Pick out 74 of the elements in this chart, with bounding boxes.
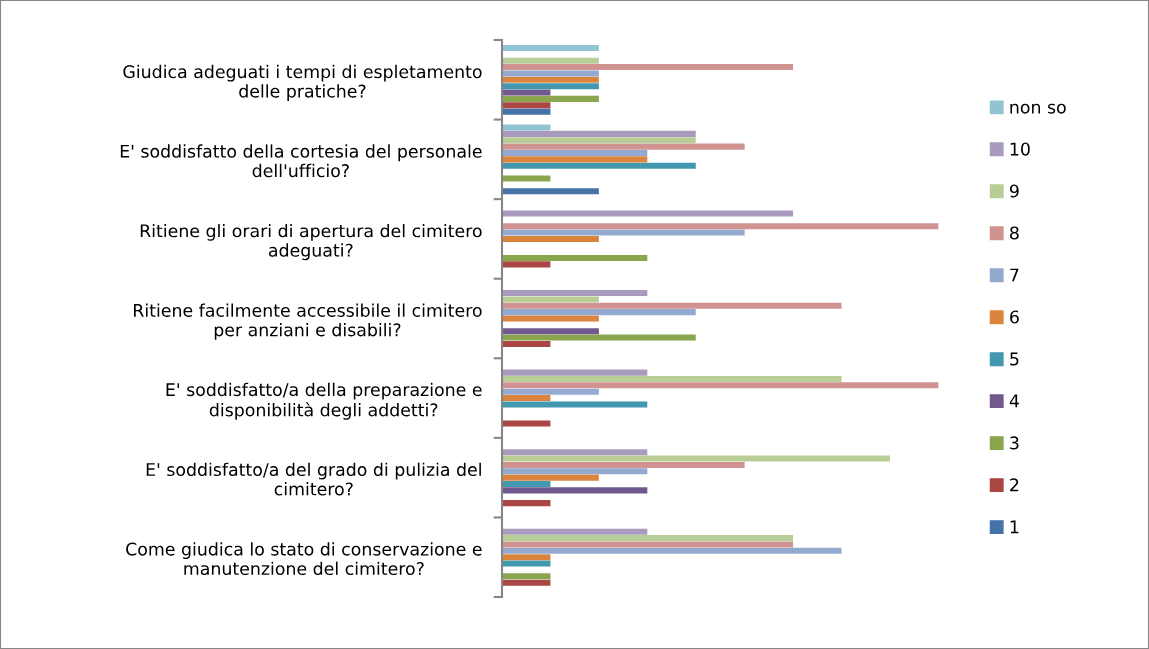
legend-label: 2: [1010, 478, 1019, 492]
bar: [502, 223, 939, 230]
bar: [502, 302, 842, 309]
legend-label: 7: [1010, 268, 1019, 282]
bar: [502, 474, 599, 481]
bar: [502, 235, 599, 242]
y-tick-label: E' soddisfatto/a della preparazione e disponibilità degli addetti?: [166, 382, 482, 420]
legend-label: 5: [1010, 352, 1019, 366]
bar: [502, 487, 648, 494]
bar: [502, 388, 599, 395]
bar: [502, 229, 745, 236]
bar: [502, 455, 890, 462]
bar: [502, 296, 599, 303]
bar: [502, 541, 794, 548]
bar: [502, 535, 794, 542]
bar: [502, 528, 648, 535]
bar: [502, 261, 551, 268]
bar: [502, 102, 551, 109]
bar: [502, 255, 648, 262]
bar: [502, 309, 696, 316]
legend-label: non so: [1010, 103, 1066, 114]
bar: [502, 369, 648, 376]
y-tick-label: Ritiene facilmente accessibile il cimitero per anziani e disabili?: [134, 303, 482, 340]
legend-label: 4: [1009, 394, 1019, 408]
bar: [502, 547, 842, 554]
bar: [502, 156, 648, 163]
bar: [502, 137, 696, 144]
bar: [502, 340, 551, 347]
bar: [502, 76, 599, 83]
bar: [502, 554, 551, 561]
legend-label: 10: [1010, 142, 1030, 156]
bar: [502, 461, 745, 468]
bar: [502, 130, 696, 137]
bar: [502, 500, 551, 507]
bar: [502, 375, 842, 382]
bar: [502, 420, 551, 427]
bar: [502, 108, 551, 115]
legend-label: 8: [1010, 226, 1019, 240]
legend-label: 9: [1009, 184, 1019, 198]
y-tick-label: Giudica adeguati i tempi di espletamento delle pratiche?: [123, 64, 482, 102]
legend-label: 3: [1010, 436, 1019, 450]
bar: [502, 573, 551, 580]
y-tick-label: E' soddisfatto/a del grado di pulizia del cimitero?: [146, 462, 481, 496]
bar: [502, 95, 599, 102]
y-tick-label: Ritiene gli orari di apertura del cimitero adeguati?: [140, 223, 482, 261]
bar: [502, 70, 599, 77]
bar: [502, 149, 648, 157]
legend-label: 1: [1010, 520, 1019, 534]
bar: [502, 560, 551, 567]
bar: [502, 395, 551, 402]
bar: [502, 401, 648, 408]
y-tick-label: Come giudica lo stato di conservazione e manutenzione del cimitero?: [126, 542, 482, 576]
bar: [502, 64, 794, 71]
bar: [502, 89, 551, 96]
y-tick-label: E' soddisfatto della cortesia del personale dell'ufficio?: [120, 144, 482, 178]
bar: [502, 124, 551, 131]
bar: [502, 210, 794, 217]
bar: [502, 328, 599, 335]
bar: [502, 579, 551, 586]
bar: [502, 175, 551, 182]
bar: [502, 334, 696, 341]
bar: [502, 188, 599, 195]
bar: [502, 162, 696, 169]
bar: [502, 290, 648, 297]
bar: [502, 44, 599, 51]
bar: [502, 57, 599, 64]
bar: [502, 143, 745, 150]
bar: [502, 315, 599, 322]
bar: [502, 382, 939, 389]
bar: [502, 449, 648, 456]
bar: [502, 83, 599, 90]
bar: [502, 468, 648, 475]
legend-label: 6: [1010, 310, 1019, 324]
bar: [502, 480, 551, 488]
